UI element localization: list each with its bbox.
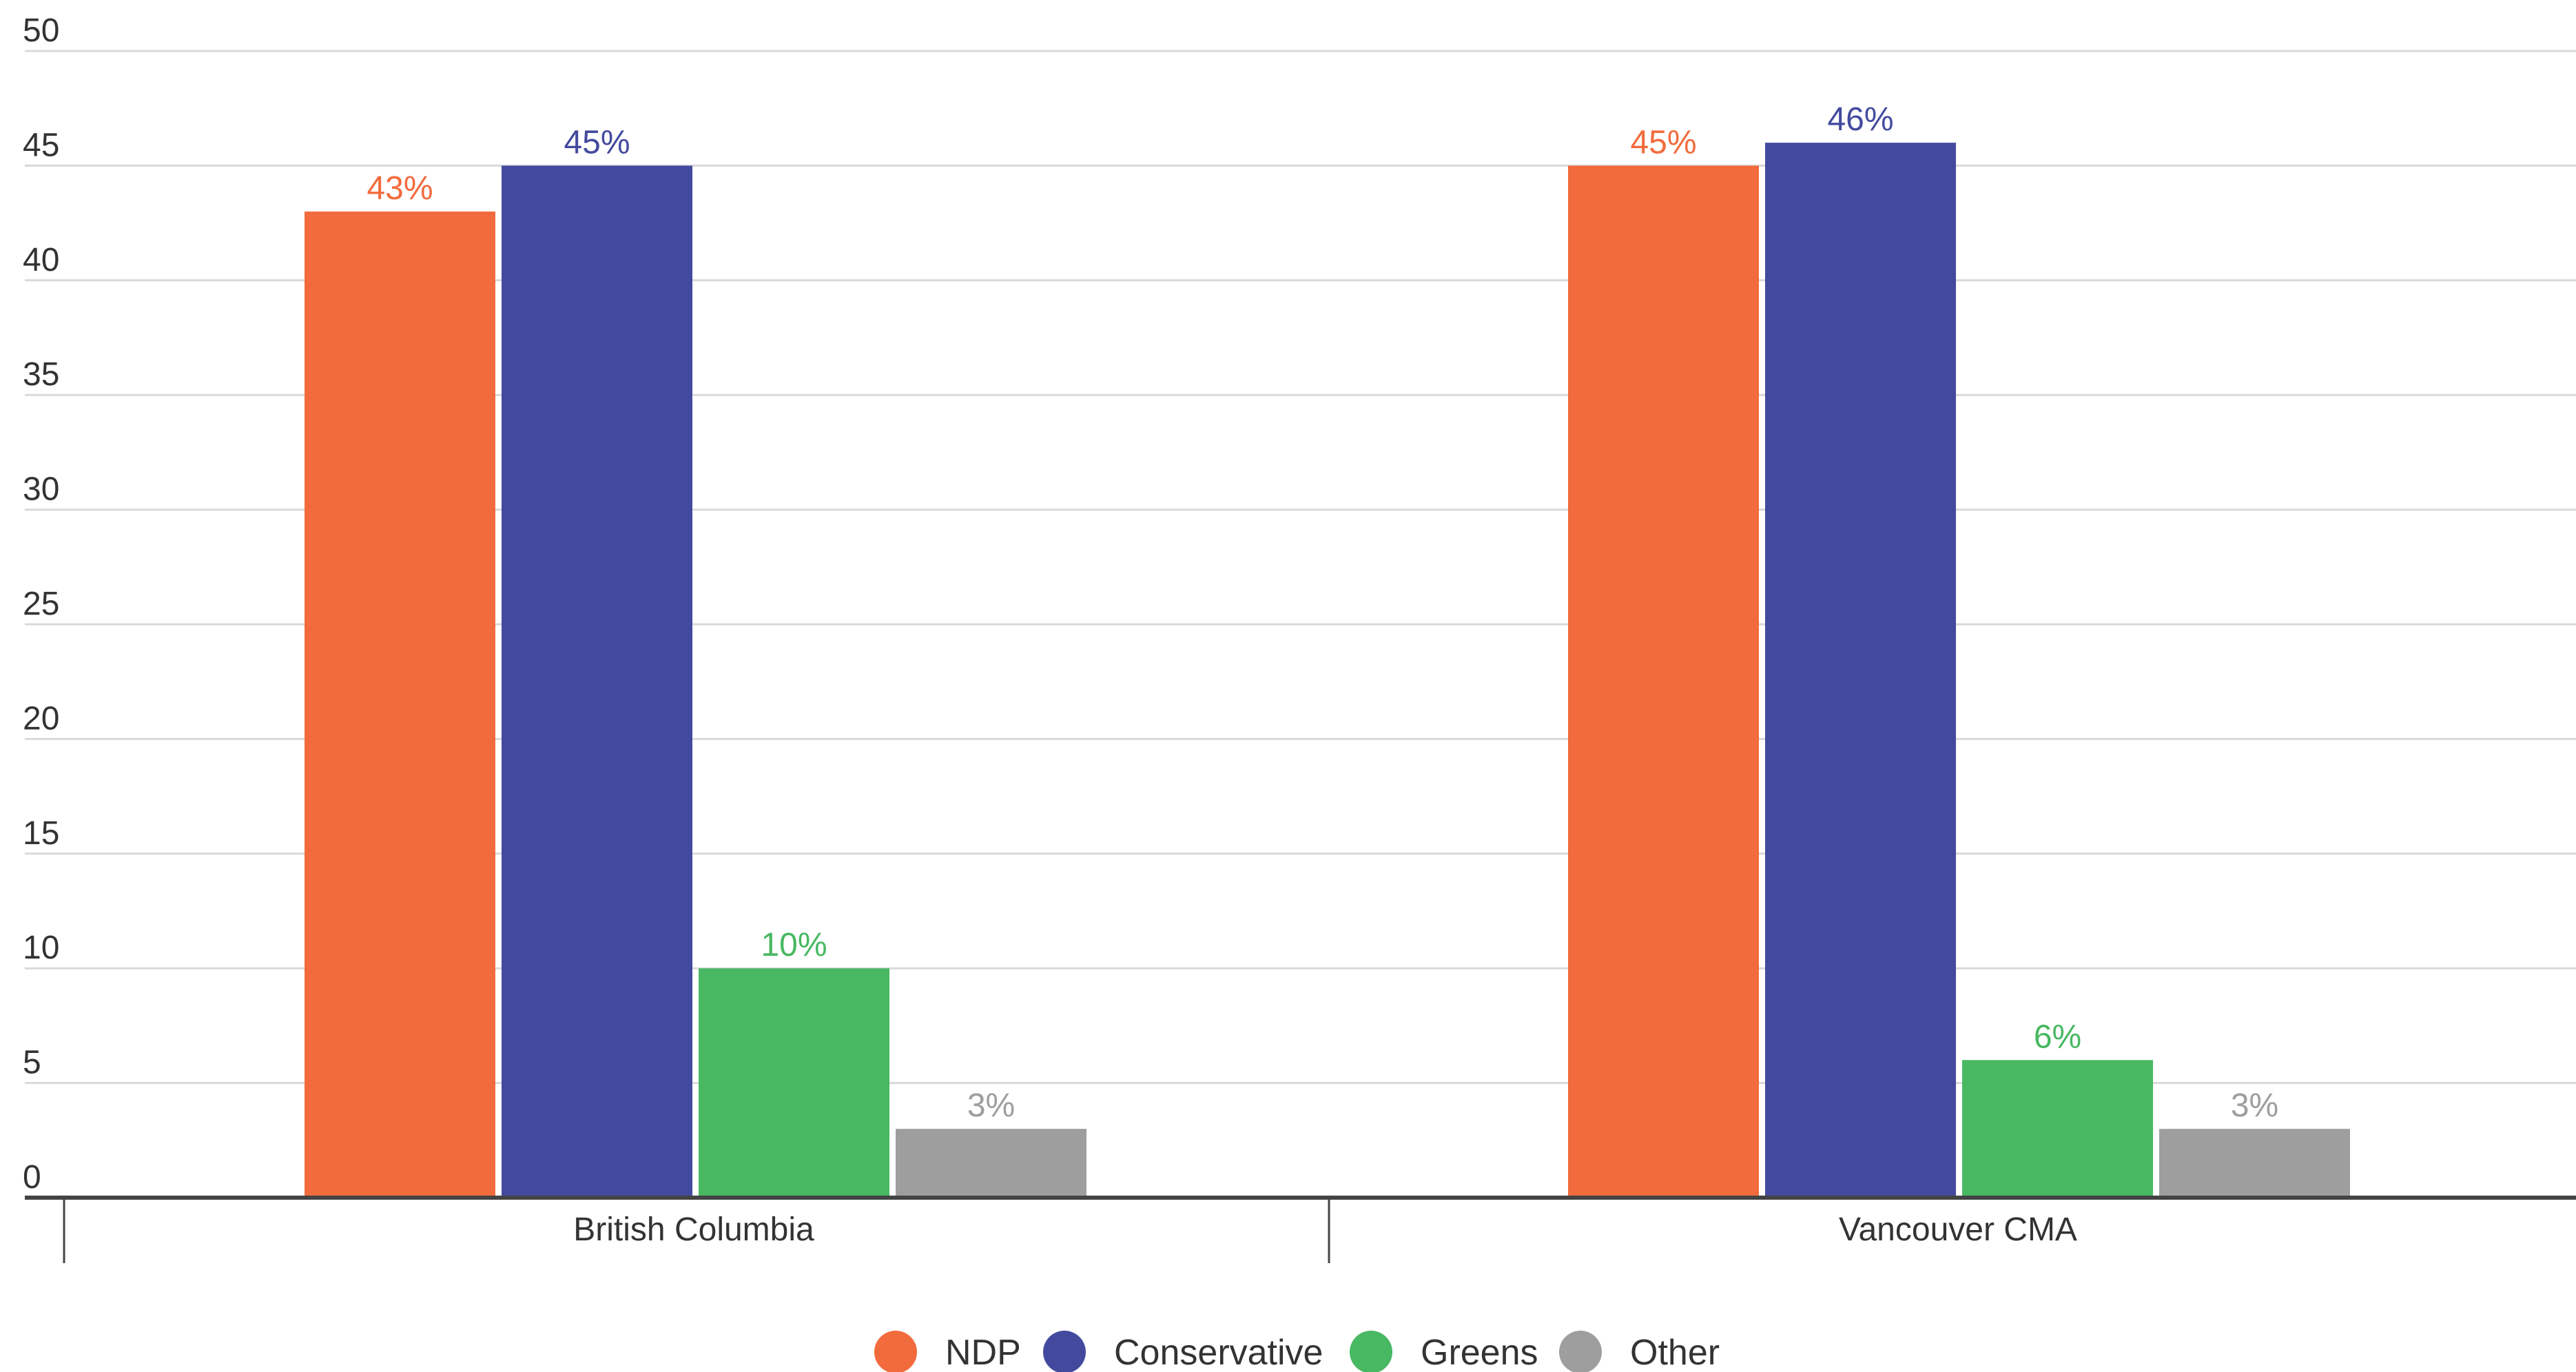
bar-greens [1962, 1060, 2153, 1198]
legend-swatch-conservative [1043, 1331, 1086, 1372]
legend-swatch-other [1559, 1331, 1602, 1372]
y-tick-label: 30 [23, 471, 59, 508]
x-tick-label: British Columbia [573, 1211, 814, 1248]
bar-other [2159, 1129, 2350, 1198]
legend-label: Other [1630, 1333, 1720, 1372]
data-label: 46% [1827, 101, 1893, 138]
y-tick-label: 25 [23, 586, 59, 622]
y-tick-label: 15 [23, 815, 59, 852]
bar-conservative [1765, 143, 1956, 1198]
legend-swatch-greens [1350, 1331, 1392, 1372]
bar-conservative [502, 165, 692, 1198]
bar-ndp [305, 211, 495, 1198]
legend-label: Greens [1421, 1333, 1538, 1372]
y-tick-label: 20 [23, 700, 59, 737]
data-label: 6% [2034, 1018, 2081, 1055]
y-tick-label: 0 [23, 1159, 41, 1196]
data-label: 3% [2231, 1087, 2278, 1124]
data-label: 10% [761, 927, 827, 963]
legend-label: NDP [945, 1333, 1021, 1372]
legend-label: Conservative [1114, 1333, 1323, 1372]
data-labels: 43% 45% 10% 3% 45% 46% 6% 3% [367, 101, 2278, 1124]
bar-other [896, 1129, 1086, 1198]
x-tick-label: Vancouver CMA [1839, 1211, 2077, 1248]
data-label: 45% [564, 124, 630, 161]
bar-ndp [1568, 165, 1759, 1198]
bars [305, 143, 2350, 1198]
x-axis: British Columbia Vancouver CMA [25, 1196, 2576, 1263]
data-label: 3% [967, 1087, 1015, 1124]
y-tick-label: 45 [23, 127, 59, 163]
legend-swatch-ndp [874, 1331, 917, 1372]
data-label: 45% [1630, 124, 1696, 161]
data-label: 43% [367, 170, 433, 207]
bar-greens [699, 968, 889, 1198]
y-tick-label: 10 [23, 930, 59, 966]
y-tick-label: 35 [23, 356, 59, 393]
y-tick-label: 50 [23, 12, 59, 49]
legend: NDP Conservative Greens Other [874, 1331, 1720, 1372]
y-tick-label: 40 [23, 242, 59, 278]
y-tick-label: 5 [23, 1045, 41, 1081]
y-axis-ticks: 0 5 10 15 20 25 30 35 40 45 50 [23, 12, 59, 1196]
